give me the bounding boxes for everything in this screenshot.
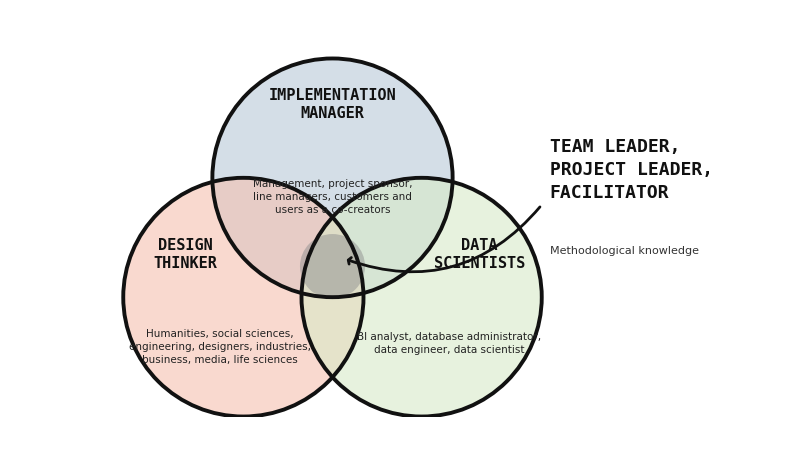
Text: Methodological knowledge: Methodological knowledge bbox=[550, 246, 698, 256]
Circle shape bbox=[212, 58, 453, 297]
Text: DESIGN
THINKER: DESIGN THINKER bbox=[154, 238, 217, 271]
Text: BI analyst, database administrator,
data engineer, data scientist: BI analyst, database administrator, data… bbox=[357, 332, 541, 355]
Text: IMPLEMENTATION
MANAGER: IMPLEMENTATION MANAGER bbox=[269, 88, 396, 121]
Text: Humanities, social sciences,
engineering, designers, industries,
business, media: Humanities, social sciences, engineering… bbox=[129, 329, 311, 365]
Circle shape bbox=[302, 178, 542, 417]
Text: Management, project sponsor,
line managers, customers and
users as a co-creators: Management, project sponsor, line manage… bbox=[253, 179, 412, 215]
Text: TEAM LEADER,
PROJECT LEADER,
FACILITATOR: TEAM LEADER, PROJECT LEADER, FACILITATOR bbox=[550, 138, 713, 202]
Circle shape bbox=[300, 234, 365, 299]
Text: DATA
SCIENTISTS: DATA SCIENTISTS bbox=[434, 238, 526, 271]
Circle shape bbox=[123, 178, 363, 417]
